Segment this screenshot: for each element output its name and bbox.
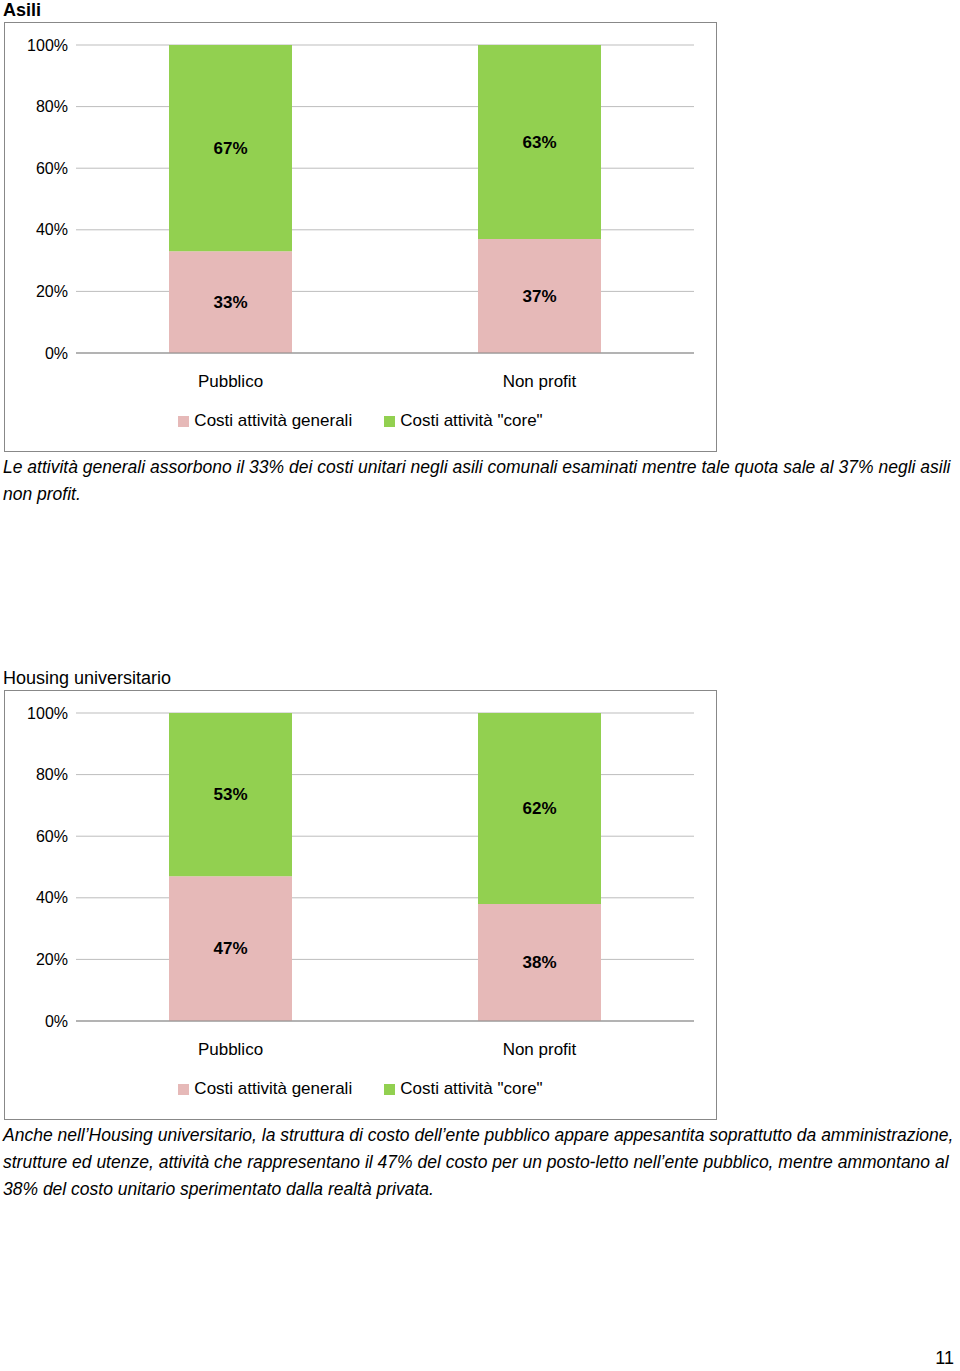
svg-text:67%: 67%: [213, 139, 247, 158]
html-text:Asili: Asili: [3, 0, 41, 20]
html-text:11: 11: [935, 1348, 954, 1368]
svg-text:20%: 20%: [36, 283, 68, 300]
html-text:Costi attività "core": Costi attività "core": [400, 411, 543, 430]
svg-text:0%: 0%: [45, 345, 68, 362]
svg-text:Non profit: Non profit: [503, 1040, 577, 1059]
svg-text:100%: 100%: [27, 705, 68, 722]
svg-text:0%: 0%: [45, 1013, 68, 1030]
html-text:Costi attività generali: Costi attività generali: [194, 411, 353, 430]
svg-text:80%: 80%: [36, 98, 68, 115]
html-text:Housing universitario: Housing universitario: [3, 668, 172, 688]
svg-text:100%: 100%: [27, 37, 68, 54]
svg-text:40%: 40%: [36, 889, 68, 906]
html-text:Anche nell’Housing universitar: Anche nell’Housing universitario, la str…: [3, 1125, 954, 1199]
svg-text:53%: 53%: [213, 785, 247, 804]
svg-text:37%: 37%: [522, 287, 556, 306]
svg-text:20%: 20%: [36, 951, 68, 968]
svg-text:38%: 38%: [522, 953, 556, 972]
svg-text:80%: 80%: [36, 766, 68, 783]
svg-text:47%: 47%: [213, 939, 247, 958]
svg-text:60%: 60%: [36, 160, 68, 177]
svg-text:Pubblico: Pubblico: [198, 372, 263, 391]
html-text:Le attività generali assorbono: Le attività generali assorbono il 33% de…: [3, 457, 951, 504]
html-text:Costi attività generali: Costi attività generali: [194, 1079, 353, 1098]
svg-text:63%: 63%: [522, 133, 556, 152]
svg-text:33%: 33%: [213, 293, 247, 312]
svg-text:62%: 62%: [522, 799, 556, 818]
svg-text:40%: 40%: [36, 221, 68, 238]
html-text:Costi attività "core": Costi attività "core": [400, 1079, 543, 1098]
svg-text:Pubblico: Pubblico: [198, 1040, 263, 1059]
svg-text:60%: 60%: [36, 828, 68, 845]
svg-text:Non profit: Non profit: [503, 372, 577, 391]
